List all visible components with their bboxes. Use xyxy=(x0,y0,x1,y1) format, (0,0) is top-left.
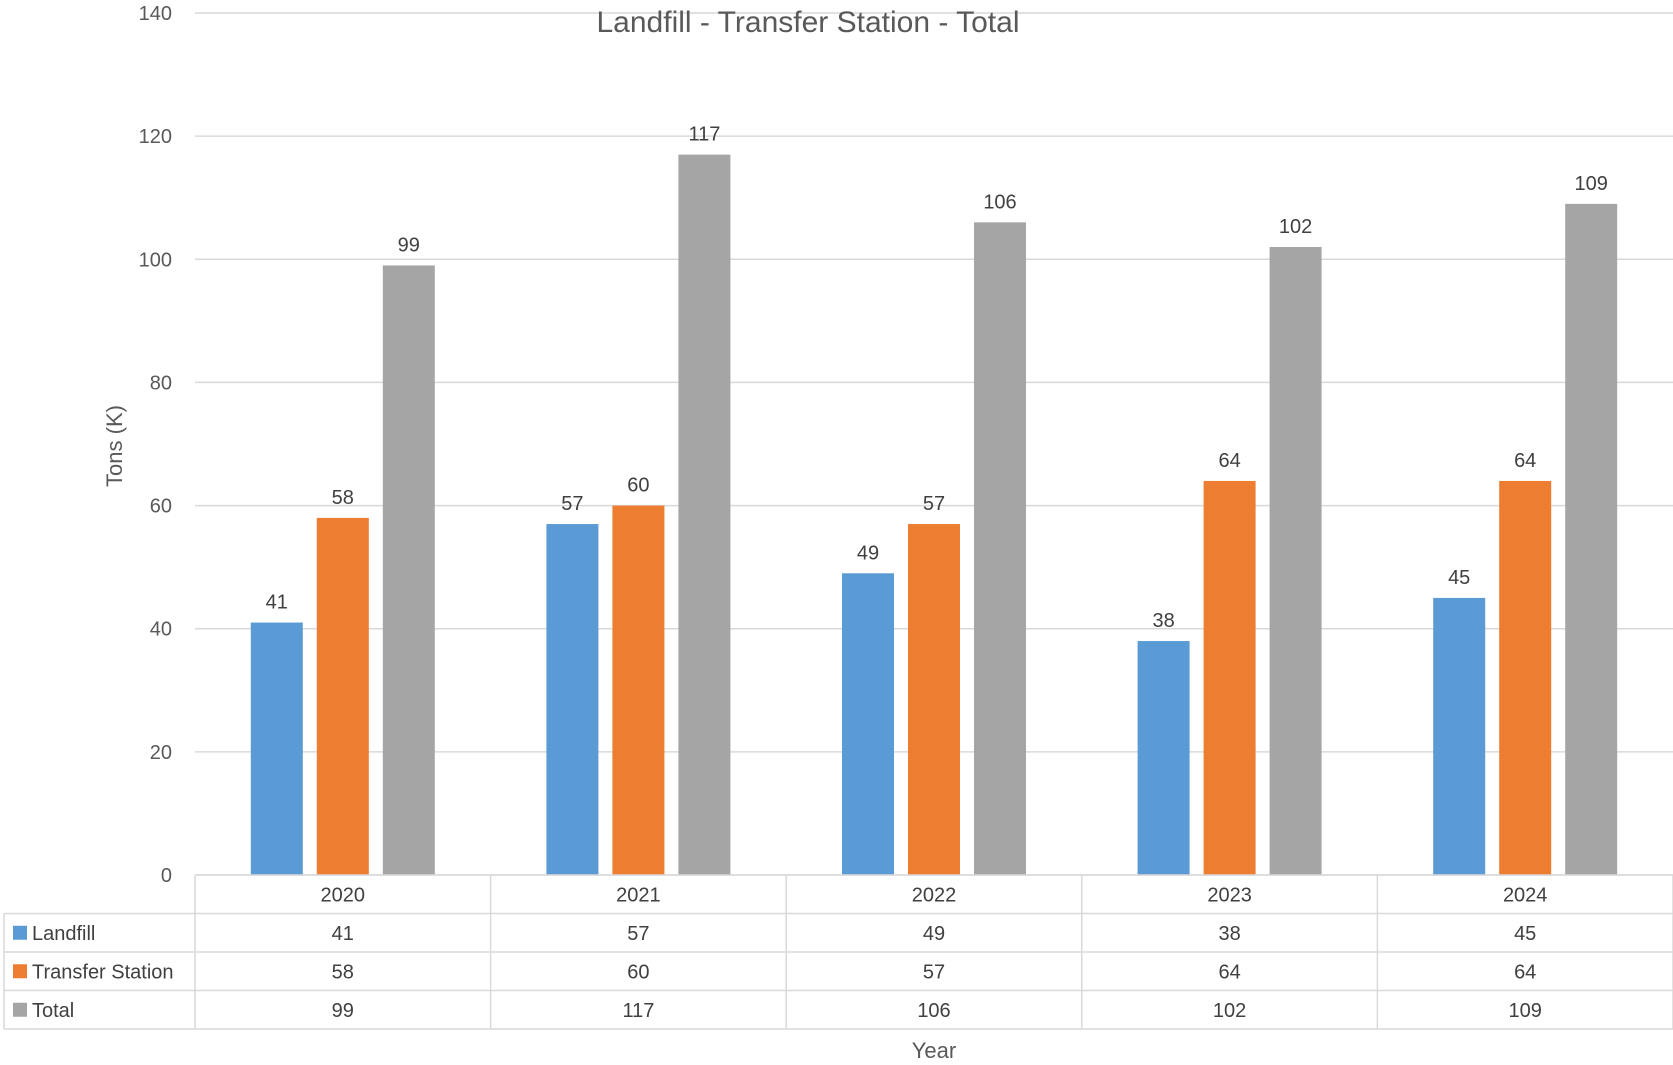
table-cell: 57 xyxy=(627,923,649,945)
data-label: 117 xyxy=(688,124,720,146)
bar-transfer-station xyxy=(612,505,665,875)
y-tick-label: 120 xyxy=(139,126,172,148)
data-label: 102 xyxy=(1279,216,1312,238)
x-tick-label: 2021 xyxy=(616,884,661,906)
table-cell: 109 xyxy=(1509,1000,1542,1022)
table-cell: 38 xyxy=(1218,923,1240,945)
table-cell: 106 xyxy=(917,1000,950,1022)
y-tick-label: 0 xyxy=(161,865,172,887)
legend-label: Total xyxy=(32,1000,74,1022)
table-cell: 57 xyxy=(923,961,945,983)
y-tick-label: 80 xyxy=(150,372,172,394)
bar-landfill xyxy=(1433,597,1486,875)
y-tick-label: 60 xyxy=(150,496,172,518)
bar-total xyxy=(1269,246,1322,875)
y-axis-title: Tons (K) xyxy=(102,405,127,487)
x-tick-label: 2023 xyxy=(1207,884,1252,906)
data-label: 64 xyxy=(1218,450,1240,472)
bar-landfill xyxy=(250,622,303,875)
bars xyxy=(250,154,1618,876)
legend-key-total xyxy=(13,1002,27,1017)
bar-transfer-station xyxy=(908,524,960,875)
data-label: 57 xyxy=(561,493,583,515)
bar-landfill xyxy=(1137,641,1190,875)
bar-total xyxy=(974,222,1026,876)
chart-title: Landfill - Transfer Station - Total xyxy=(597,6,1020,39)
legend-key-transfer-station xyxy=(13,964,27,979)
y-tick-label: 20 xyxy=(150,742,172,764)
data-label: 58 xyxy=(332,487,354,509)
bar-total xyxy=(1565,203,1618,875)
x-tick-label: 2020 xyxy=(321,884,366,906)
table-cell: 117 xyxy=(622,1000,654,1022)
data-label: 45 xyxy=(1448,567,1470,589)
table-cell: 45 xyxy=(1514,923,1536,945)
x-tick-label: 2022 xyxy=(912,884,957,906)
bar-landfill xyxy=(842,573,894,875)
bar-transfer-station xyxy=(316,517,369,875)
data-label: 64 xyxy=(1514,450,1536,472)
table-cell: 102 xyxy=(1213,1000,1246,1022)
table-cell: 64 xyxy=(1514,961,1536,983)
data-label: 49 xyxy=(857,542,879,564)
data-label: 41 xyxy=(266,592,288,614)
bar-transfer-station xyxy=(1203,480,1256,875)
legend-label: Transfer Station xyxy=(32,961,174,983)
table-cell: 58 xyxy=(332,961,354,983)
x-axis-title: Year xyxy=(912,1038,956,1063)
table-cell: 64 xyxy=(1218,961,1240,983)
bar-landfill xyxy=(546,524,599,875)
y-tick-label: 40 xyxy=(150,619,172,641)
bar-total xyxy=(678,154,731,876)
data-labels: 41 58 99 57 60 117 49 57 106 38 64 102 45 64 109 xyxy=(266,124,1608,632)
data-label: 106 xyxy=(983,191,1016,213)
legend-key-landfill xyxy=(13,925,27,940)
table-cell: 49 xyxy=(923,923,945,945)
bar-transfer-station xyxy=(1499,480,1552,875)
table-cell: 99 xyxy=(332,1000,354,1022)
data-table: 2020 2021 2022 2023 2024 Landfill 41 57 49 38 45 Tr… xyxy=(3,874,1673,1030)
x-tick-label: 2024 xyxy=(1503,884,1548,906)
data-label: 57 xyxy=(923,493,945,515)
table-cell: 41 xyxy=(332,923,354,945)
legend-label: Landfill xyxy=(32,923,95,945)
data-label: 60 xyxy=(627,475,649,497)
data-label: 99 xyxy=(398,234,420,256)
data-label: 38 xyxy=(1152,610,1174,632)
table-cell: 60 xyxy=(627,961,649,983)
data-label: 109 xyxy=(1575,173,1608,195)
y-tick-label: 140 xyxy=(139,3,172,25)
bar-total xyxy=(382,265,435,875)
y-tick-label: 100 xyxy=(139,249,172,271)
